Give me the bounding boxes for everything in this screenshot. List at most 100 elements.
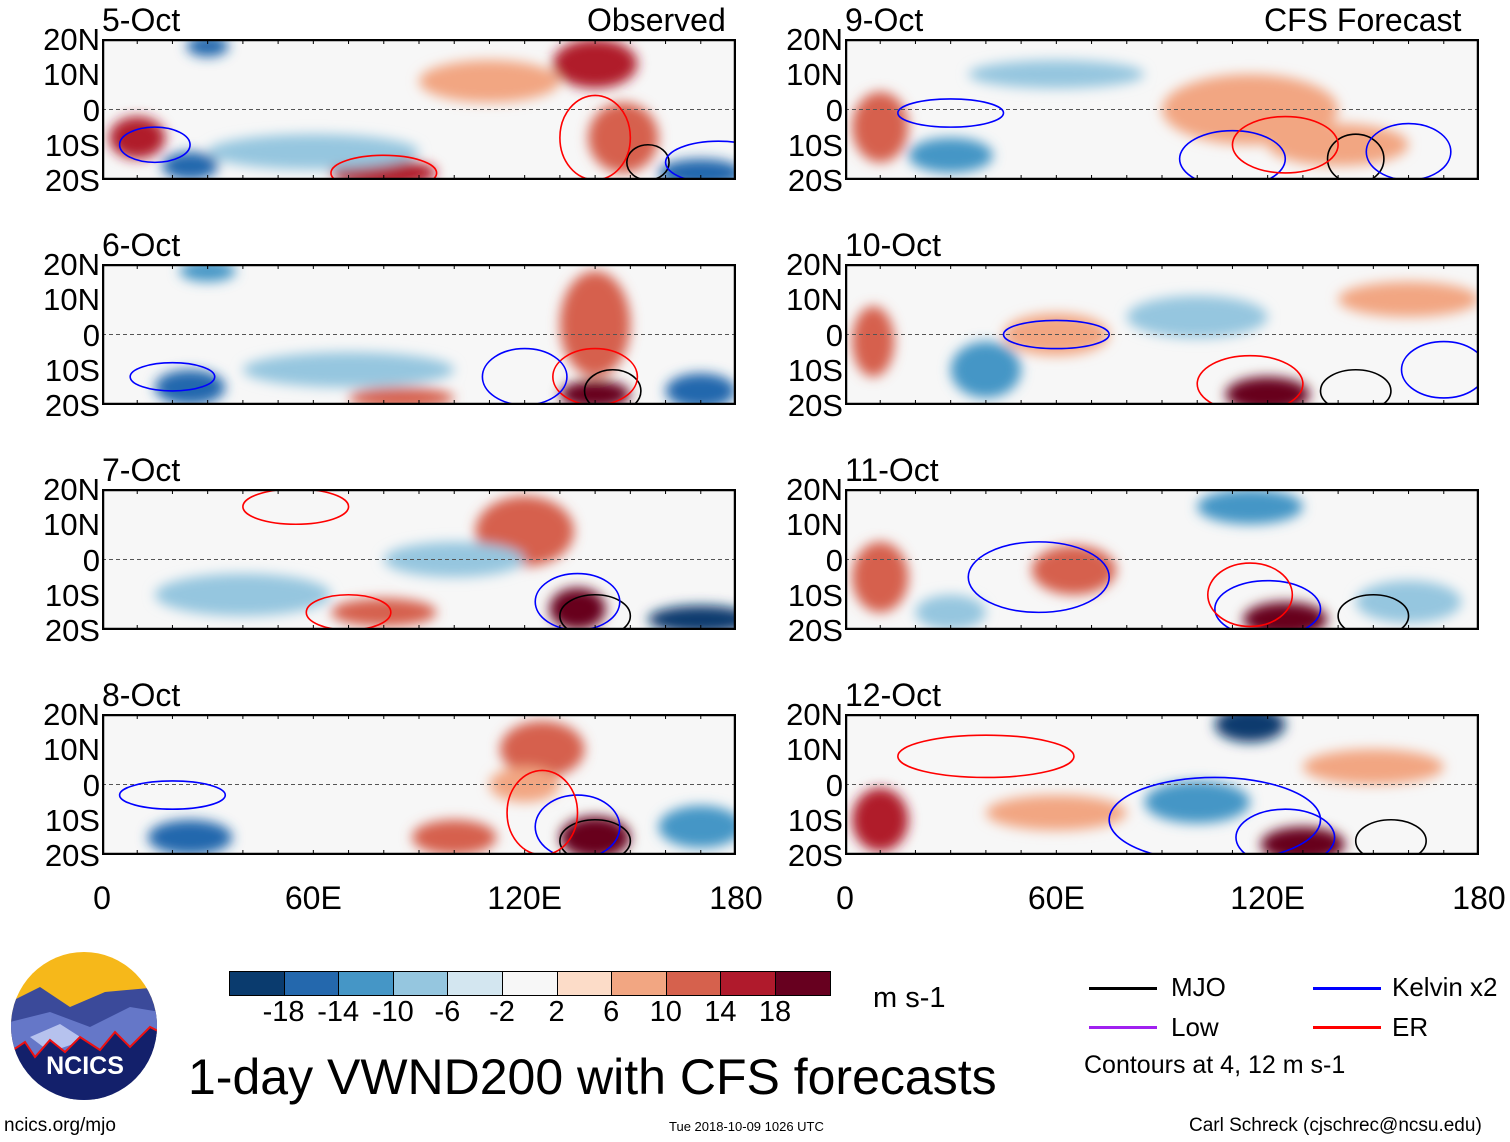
colorbar-swatch: [230, 972, 285, 995]
contour: [481, 347, 568, 405]
colorbar-tick-label: -2: [489, 996, 515, 1028]
footer-url[interactable]: ncics.org/mjo: [4, 1115, 116, 1136]
anomaly-blob: [109, 116, 166, 159]
anomaly-blob: [647, 605, 736, 630]
colorbar-tick-label: 6: [603, 996, 620, 1028]
y-tick-label: 10N: [786, 282, 843, 318]
y-tick-label: 10S: [44, 802, 100, 838]
colorbar-tick-label: -10: [371, 996, 414, 1028]
y-tick-label: 0: [825, 542, 843, 578]
anomaly-blob: [559, 380, 631, 405]
contour: [559, 593, 632, 630]
y-tick-label: 20S: [787, 613, 843, 648]
anomaly-blob: [1197, 489, 1303, 525]
x-tick-label: 0: [836, 880, 854, 916]
y-tick-label: 20N: [43, 22, 100, 57]
y-tick-label: 0: [82, 542, 100, 578]
contour: [1178, 129, 1287, 180]
y-tick-label: 20S: [787, 838, 843, 873]
y-tick-label: 20S: [44, 838, 100, 873]
colorbar-swatch: [393, 972, 449, 995]
y-tick-label: 10S: [44, 127, 100, 163]
anomaly-blob: [908, 137, 993, 173]
legend-kelvin: Kelvin x2: [1392, 972, 1498, 1002]
anomaly-blob: [207, 134, 419, 170]
y-tick-label: 20N: [786, 697, 843, 732]
y-tick-label: 20S: [44, 388, 100, 423]
legend-mjo: MJO: [1171, 972, 1226, 1002]
colorbar-units: m s-1: [873, 982, 946, 1014]
y-tick-label: 0: [825, 767, 843, 803]
map-panel: [102, 39, 736, 180]
anomaly-blob: [549, 587, 606, 630]
logo-text: NCICS: [46, 1052, 124, 1080]
contour: [534, 794, 621, 855]
panel-date: 9-Oct: [845, 2, 924, 38]
observed-label: Observed: [587, 2, 726, 38]
anomaly-blob: [1243, 601, 1328, 630]
panel-date: 7-Oct: [102, 452, 181, 488]
contour: [534, 572, 621, 630]
contour: [1354, 818, 1427, 855]
contour: [1002, 319, 1110, 350]
figure-title: 1-day VWND200 with CFS forecasts: [188, 1049, 997, 1105]
colorbar-swatch: [339, 972, 394, 995]
map-panel: [102, 489, 736, 630]
colorbar-swatch: [721, 972, 776, 995]
contour-note: Contours at 4, 12 m s-1: [1084, 1051, 1346, 1079]
y-tick-label: 10S: [787, 352, 843, 388]
panel-date: 10-Oct: [845, 227, 942, 263]
legend-er: ER: [1392, 1012, 1429, 1042]
anomaly-blob: [1355, 580, 1462, 623]
y-tick-label: 20N: [786, 472, 843, 507]
x-tick-label: 180: [1452, 880, 1506, 916]
panel-date: 8-Oct: [102, 677, 181, 713]
y-tick-label: 10N: [786, 732, 843, 768]
colorbar-swatch: [612, 972, 667, 995]
y-tick-label: 0: [82, 92, 100, 128]
contour: [1231, 115, 1339, 174]
panel-date: 11-Oct: [845, 452, 939, 488]
x-tick-label: 60E: [284, 880, 342, 916]
anomaly-blob: [559, 271, 631, 377]
x-tick-label: 120E: [487, 880, 563, 916]
map-panel: [102, 714, 736, 855]
colorbar-swatch: [557, 972, 613, 995]
anomaly-blob: [419, 60, 560, 103]
colorbar-swatch: [775, 972, 830, 995]
contour: [118, 126, 191, 164]
y-tick-label: 20N: [786, 247, 843, 282]
anomaly-blob: [915, 594, 986, 630]
footer-timestamp: Tue 2018-10-09 1026 UTC: [669, 1119, 824, 1134]
footer-credit: Carl Schreck (cjschrec@ncsu.edu): [1189, 1115, 1482, 1136]
legend-er-line: [1313, 1026, 1381, 1029]
anomaly-blob: [985, 795, 1127, 831]
y-tick-label: 0: [825, 92, 843, 128]
anomaly-blob: [1302, 749, 1444, 785]
contour: [118, 780, 227, 810]
anomaly-blob: [186, 39, 229, 57]
legend-low: Low: [1171, 1012, 1219, 1042]
map-panel: [845, 264, 1479, 405]
contour: [1400, 340, 1479, 399]
colorbar-swatch: [666, 972, 722, 995]
y-tick-label: 20N: [786, 22, 843, 57]
contour: [1365, 122, 1452, 180]
y-tick-label: 10S: [44, 577, 100, 613]
anomaly-blob: [161, 151, 219, 180]
y-tick-label: 20N: [43, 247, 100, 282]
y-tick-label: 20S: [787, 163, 843, 198]
colorbar-swatch: [502, 972, 558, 995]
anomaly-blob: [147, 819, 233, 855]
colorbar-tick-label: -6: [434, 996, 461, 1028]
map-panel: [845, 39, 1479, 180]
colorbar-tick-label: 14: [704, 996, 737, 1028]
contour: [552, 347, 639, 405]
anomaly-blob: [1225, 376, 1310, 405]
y-tick-label: 0: [82, 317, 100, 353]
contour: [129, 361, 216, 392]
contour: [583, 368, 642, 405]
y-tick-label: 10N: [43, 507, 100, 543]
y-tick-label: 20S: [44, 613, 100, 648]
